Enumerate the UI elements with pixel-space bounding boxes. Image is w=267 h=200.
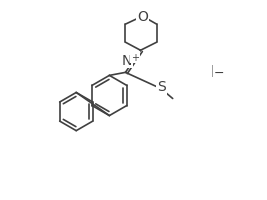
Text: I: I [211, 65, 215, 79]
Text: N: N [121, 54, 132, 68]
Text: −: − [214, 67, 224, 79]
Text: S: S [157, 80, 166, 94]
Text: +: + [131, 53, 139, 63]
Text: O: O [137, 10, 148, 24]
